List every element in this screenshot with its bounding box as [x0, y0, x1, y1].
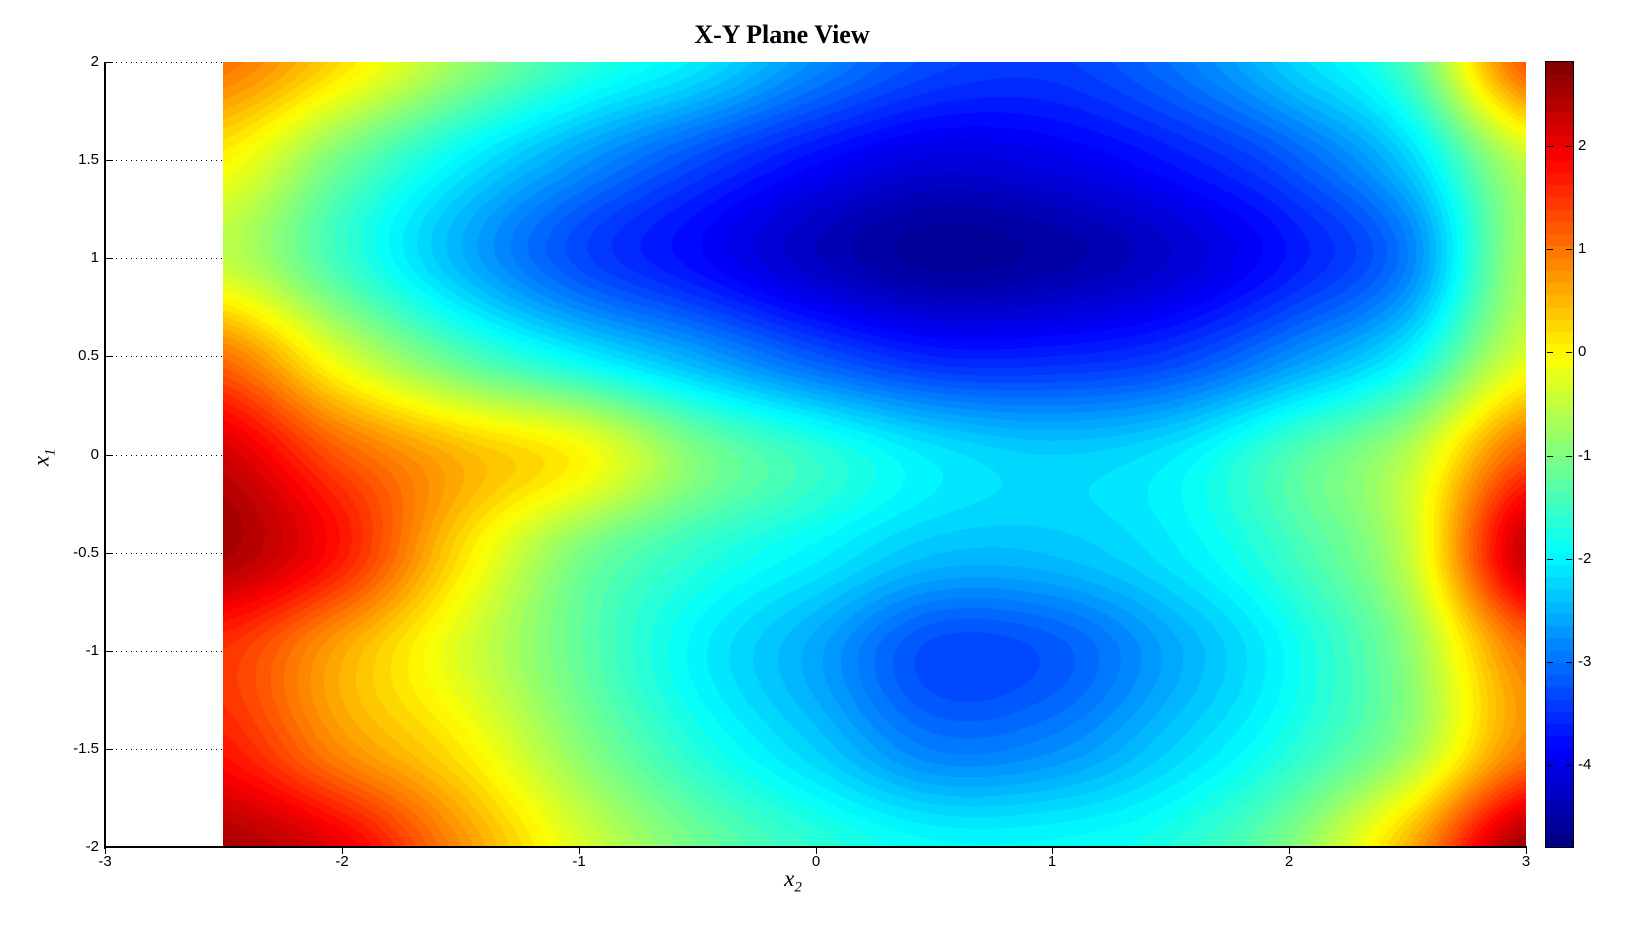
colorbar-tick-mark: [1547, 249, 1553, 250]
y-tick-label: 0: [90, 446, 99, 463]
x-tick-label: -2: [335, 853, 349, 870]
surface-plot-canvas: [223, 62, 1526, 847]
y-tick-label: -1.5: [73, 740, 99, 757]
x-tick-label: -1: [572, 853, 586, 870]
chart-title: X-Y Plane View: [694, 20, 870, 49]
x-tick-label: 0: [811, 853, 821, 870]
x-axis-label-sub: 2: [794, 879, 802, 896]
x-axis-label: x2: [753, 866, 833, 897]
y-tick-mark: [106, 651, 113, 652]
y-tick-mark: [106, 749, 113, 750]
colorbar-tick-mark: [1547, 765, 1553, 766]
colorbar-tick-label: 1: [1578, 240, 1587, 257]
colorbar-tick-mark: [1566, 146, 1572, 147]
y-tick-mark: [106, 258, 113, 259]
y-tick-mark: [106, 356, 113, 357]
colorbar-tick-label: 0: [1578, 343, 1587, 360]
y-tick-label: -2: [85, 838, 99, 855]
x-tick-label: 3: [1521, 853, 1531, 870]
colorbar-tick-mark: [1566, 456, 1572, 457]
y-tick-label: 1: [90, 249, 99, 266]
colorbar-tick-label: -2: [1578, 550, 1592, 567]
x-tick-mark: [579, 848, 580, 854]
x-axis-line: [104, 846, 1527, 848]
y-axis-label-sub: 1: [42, 448, 59, 456]
colorbar-tick-mark: [1566, 249, 1572, 250]
colorbar-tick-label: -4: [1578, 756, 1592, 773]
y-tick-mark: [106, 455, 113, 456]
y-tick-mark: [106, 553, 113, 554]
colorbar-tick-label: -3: [1578, 653, 1592, 670]
y-axis-line: [104, 62, 106, 849]
colorbar-tick-label: -1: [1578, 447, 1592, 464]
x-tick-mark: [342, 848, 343, 854]
y-tick-mark: [106, 847, 113, 848]
colorbar-tick-label: 2: [1578, 137, 1587, 154]
x-tick-mark: [1526, 848, 1527, 854]
x-tick-mark: [816, 848, 817, 854]
colorbar-tick-mark: [1547, 352, 1553, 353]
y-axis-label: x1: [29, 417, 60, 497]
y-tick-label: 1.5: [78, 151, 99, 168]
colorbar-tick-mark: [1566, 559, 1572, 560]
x-tick-label: 1: [1047, 853, 1057, 870]
colorbar-tick-mark: [1566, 765, 1572, 766]
x-tick-mark: [105, 848, 106, 854]
x-tick-mark: [1052, 848, 1053, 854]
colorbar-tick-mark: [1547, 662, 1553, 663]
y-tick-label: 0.5: [78, 347, 99, 364]
x-axis-label-base: x: [784, 866, 795, 891]
y-tick-label: 2: [90, 53, 99, 70]
colorbar-tick-mark: [1547, 146, 1553, 147]
y-tick-label: -0.5: [73, 544, 99, 561]
y-axis-label-base: x: [28, 455, 54, 467]
colorbar-tick-mark: [1547, 456, 1553, 457]
colorbar-canvas: [1546, 62, 1573, 847]
colorbar-tick-mark: [1547, 559, 1553, 560]
y-tick-mark: [106, 160, 113, 161]
x-tick-label: -3: [98, 853, 112, 870]
x-tick-mark: [1289, 848, 1290, 854]
y-tick-label: -1: [85, 642, 99, 659]
colorbar-tick-mark: [1566, 352, 1572, 353]
x-tick-label: 2: [1284, 853, 1294, 870]
colorbar-tick-mark: [1566, 662, 1572, 663]
y-tick-mark: [106, 62, 113, 63]
colorbar-border: [1545, 61, 1574, 848]
